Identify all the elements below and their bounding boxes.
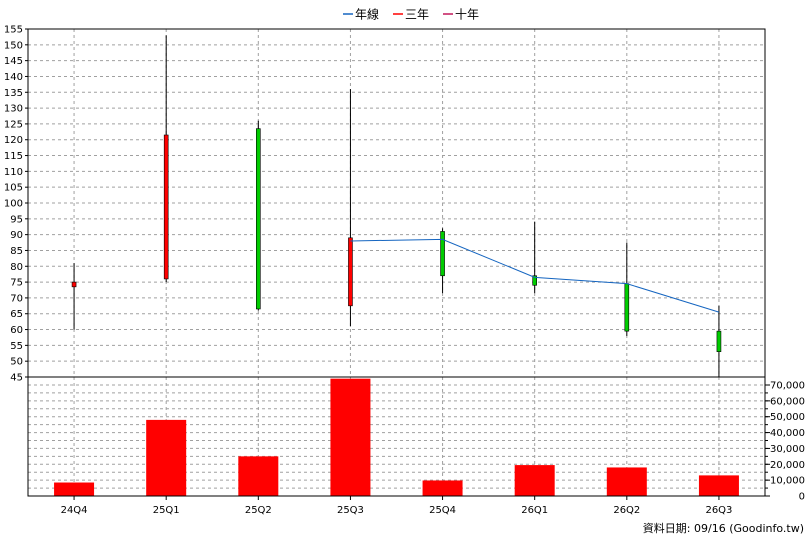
candle-body: [716, 330, 722, 352]
price-tick-label: 90: [10, 230, 23, 241]
price-tick-label: 120: [4, 135, 23, 146]
category-tick-label: 24Q4: [61, 505, 88, 516]
legend-label: 三年: [405, 8, 429, 22]
volume-tick-label: 20,000: [770, 460, 805, 471]
category-tick-label: 26Q1: [521, 505, 548, 516]
ma-line: [350, 238, 720, 313]
volume-tick-label: 50,000: [770, 412, 805, 423]
price-tick-label: 75: [10, 278, 23, 289]
category-tick-label: 26Q2: [613, 505, 640, 516]
volume-bar: [146, 419, 187, 496]
price-tick-label: 125: [4, 119, 23, 130]
grid-layer: [28, 29, 765, 496]
category-tick-label: 25Q3: [337, 505, 364, 516]
volume-tick-label: 30,000: [770, 444, 805, 455]
volume-bar: [330, 378, 371, 496]
candle-body: [624, 283, 630, 332]
category-tick-label: 25Q2: [245, 505, 272, 516]
volume-tick-label: 40,000: [770, 428, 805, 439]
price-tick-label: 110: [4, 167, 23, 178]
price-tick-label: 130: [4, 104, 23, 115]
candle-body: [71, 281, 77, 288]
price-tick-label: 150: [4, 40, 23, 51]
volume-tick-label: 70,000: [770, 381, 805, 392]
price-tick-label: 100: [4, 199, 23, 210]
candle-body: [348, 237, 353, 307]
price-tick-label: 80: [10, 262, 23, 273]
volume-tick-label: 0: [799, 492, 805, 503]
category-tick-label: 26Q3: [705, 505, 732, 516]
price-tick-label: 95: [10, 214, 23, 225]
candle-body: [532, 275, 537, 286]
price-tick-label: 135: [4, 88, 23, 99]
volume-bar: [606, 467, 647, 496]
price-tick-label: 105: [4, 183, 23, 194]
data-date-footer: 資料日期: 09/16 (Goodinfo.tw): [643, 521, 804, 535]
price-tick-label: 65: [10, 309, 23, 320]
price-tick-label: 115: [4, 151, 23, 162]
legend-label: 十年: [455, 8, 479, 22]
volume-bar: [514, 465, 555, 496]
candle-body: [256, 128, 261, 310]
volume-bar: [54, 482, 95, 496]
candle-body: [440, 231, 445, 277]
volume-bar: [238, 456, 279, 496]
legend-label: 年線: [355, 7, 379, 22]
volume-tick-label: 10,000: [770, 476, 805, 487]
price-tick-label: 55: [10, 341, 23, 352]
volume-tick-label: 60,000: [770, 396, 805, 407]
volume-bar: [698, 475, 739, 496]
volume-bars: [54, 378, 739, 496]
price-tick-label: 85: [10, 246, 23, 257]
plot-frame: [27, 28, 766, 497]
category-tick-label: 25Q4: [429, 505, 456, 516]
price-tick-label: 140: [4, 72, 23, 83]
price-tick-label: 60: [10, 325, 23, 336]
candle-body: [163, 134, 169, 280]
candlesticks: [71, 35, 722, 377]
category-tick-label: 25Q1: [153, 505, 180, 516]
volume-bar: [422, 480, 463, 496]
axes: 155 150 145 140 135 130 125 120 115 110 105 100 95 90…: [4, 25, 805, 517]
price-tick-label: 45: [10, 373, 23, 384]
price-tick-label: 155: [4, 25, 23, 36]
price-tick-label: 145: [4, 56, 23, 67]
price-tick-label: 70: [10, 293, 23, 304]
legend: 年線 三年 十年: [343, 7, 479, 22]
moving-average-lines: [350, 238, 720, 313]
price-tick-label: 50: [10, 357, 23, 368]
